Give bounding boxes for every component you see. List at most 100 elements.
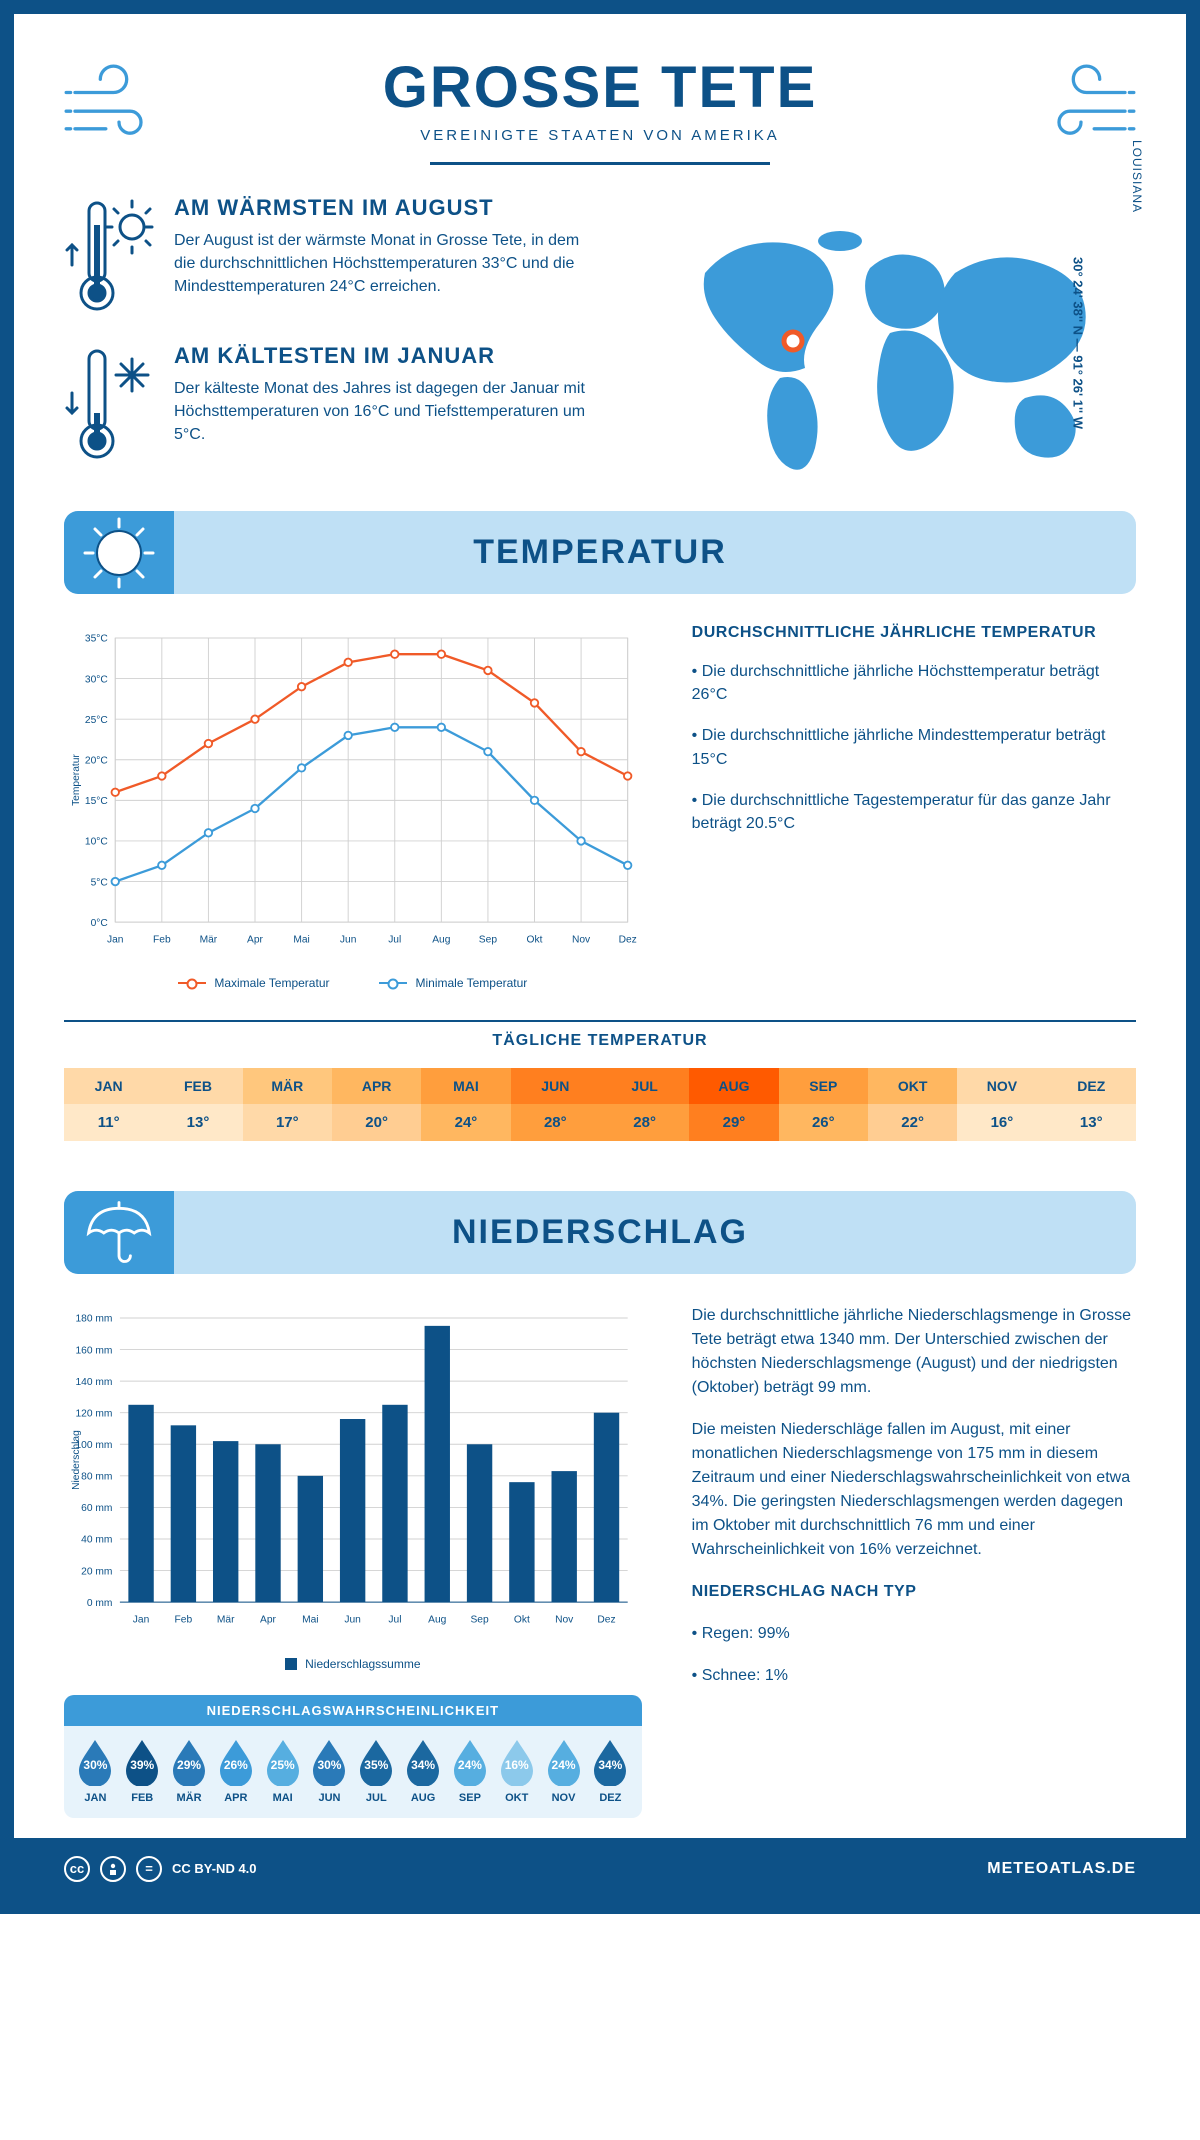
svg-text:10°C: 10°C: [85, 837, 108, 848]
precipitation-chart: 0 mm20 mm40 mm60 mm80 mm100 mm120 mm140 …: [64, 1304, 642, 1639]
svg-text:Sep: Sep: [470, 1615, 489, 1626]
probability-drop: 39%FEB: [121, 1738, 164, 1804]
svg-text:180 mm: 180 mm: [75, 1314, 112, 1325]
probability-drop: 30%JUN: [308, 1738, 351, 1804]
svg-text:Mär: Mär: [200, 935, 218, 946]
coordinates: 30° 24' 38'' N — 91° 26' 1'' W: [1070, 257, 1085, 429]
heat-value: 28°: [600, 1104, 689, 1141]
heat-month: JAN: [64, 1068, 153, 1104]
temperature-legend: .legend-swatch[style*='f05a28']::after{b…: [64, 976, 642, 990]
thermometer-cold-icon: [64, 343, 154, 463]
heat-value: 22°: [868, 1104, 957, 1141]
probability-box: NIEDERSCHLAGSWAHRSCHEINLICHKEIT 30%JAN39…: [64, 1695, 642, 1818]
temperature-banner: TEMPERATUR: [64, 511, 1136, 594]
svg-text:140 mm: 140 mm: [75, 1377, 112, 1388]
svg-text:Nov: Nov: [555, 1615, 574, 1626]
svg-text:Jan: Jan: [107, 935, 124, 946]
site-name: METEOATLAS.DE: [987, 1860, 1136, 1878]
probability-drop: 24%NOV: [542, 1738, 585, 1804]
probability-drop: 30%JAN: [74, 1738, 117, 1804]
svg-text:160 mm: 160 mm: [75, 1346, 112, 1357]
temp-bullet: • Die durchschnittliche Tagestemperatur …: [692, 789, 1136, 835]
svg-text:5°C: 5°C: [91, 877, 108, 888]
precip-type-bullet: • Regen: 99%: [692, 1622, 1136, 1645]
svg-text:120 mm: 120 mm: [75, 1409, 112, 1420]
probability-title: NIEDERSCHLAGSWAHRSCHEINLICHKEIT: [64, 1695, 642, 1726]
heat-month: AUG: [689, 1068, 778, 1104]
temperature-chart: 0°C5°C10°C15°C20°C25°C30°C35°CJanFebMärA…: [64, 624, 642, 959]
svg-text:15°C: 15°C: [85, 796, 108, 807]
daily-temp-months: JANFEBMÄRAPRMAIJUNJULAUGSEPOKTNOVDEZ: [64, 1068, 1136, 1104]
svg-text:25°C: 25°C: [85, 715, 108, 726]
precip-type-bullet: • Schnee: 1%: [692, 1664, 1136, 1687]
svg-text:Feb: Feb: [153, 935, 171, 946]
svg-text:Apr: Apr: [260, 1615, 277, 1626]
header: GROSSE TETE VEREINIGTE STAATEN VON AMERI…: [64, 54, 1136, 165]
svg-text:Jan: Jan: [133, 1615, 150, 1626]
precip-p1: Die durchschnittliche jährliche Niedersc…: [692, 1304, 1136, 1400]
svg-text:Niederschlag: Niederschlag: [71, 1430, 82, 1490]
heat-month: APR: [332, 1068, 421, 1104]
svg-text:Jun: Jun: [344, 1615, 361, 1626]
svg-text:40 mm: 40 mm: [81, 1535, 112, 1546]
svg-text:35°C: 35°C: [85, 634, 108, 645]
svg-text:0 mm: 0 mm: [87, 1598, 113, 1609]
heat-month: NOV: [957, 1068, 1046, 1104]
thermometer-hot-icon: [64, 195, 154, 315]
svg-text:Aug: Aug: [428, 1615, 447, 1626]
probability-drop: 29%MÄR: [168, 1738, 211, 1804]
precipitation-banner: NIEDERSCHLAG: [64, 1191, 1136, 1274]
temperature-title: TEMPERATUR: [64, 533, 1136, 572]
daily-temp-values: 11°13°17°20°24°28°28°29°26°22°16°13°: [64, 1104, 1136, 1141]
heat-value: 16°: [957, 1104, 1046, 1141]
temp-bullet: • Die durchschnittliche jährliche Höchst…: [692, 660, 1136, 706]
cc-icon: cc: [64, 1856, 90, 1882]
probability-drop: 25%MAI: [261, 1738, 304, 1804]
svg-text:Apr: Apr: [247, 935, 264, 946]
heat-value: 20°: [332, 1104, 421, 1141]
svg-text:Dez: Dez: [619, 935, 637, 946]
svg-text:Mai: Mai: [293, 935, 310, 946]
probability-drop: 34%AUG: [402, 1738, 445, 1804]
heat-value: 26°: [779, 1104, 868, 1141]
svg-text:Aug: Aug: [432, 935, 451, 946]
location-marker: [784, 332, 802, 350]
warmest-fact: AM WÄRMSTEN IM AUGUST Der August ist der…: [64, 195, 605, 315]
coldest-fact: AM KÄLTESTEN IM JANUAR Der kälteste Mona…: [64, 343, 605, 463]
page-title: GROSSE TETE: [64, 54, 1136, 121]
heat-value: 11°: [64, 1104, 153, 1141]
by-icon: [100, 1856, 126, 1882]
wind-icon-left: [64, 54, 174, 164]
heat-value: 29°: [689, 1104, 778, 1141]
precipitation-title: NIEDERSCHLAG: [64, 1213, 1136, 1252]
svg-text:Jun: Jun: [340, 935, 357, 946]
page-subtitle: VEREINIGTE STAATEN VON AMERIKA: [64, 127, 1136, 144]
legend-precip: Niederschlagssumme: [305, 1657, 420, 1671]
divider: [64, 1020, 1136, 1022]
svg-text:20 mm: 20 mm: [81, 1567, 112, 1578]
nd-icon: =: [136, 1856, 162, 1882]
legend-max: Maximale Temperatur: [214, 976, 329, 990]
svg-text:Temperatur: Temperatur: [71, 754, 82, 806]
probability-drop: 34%DEZ: [589, 1738, 632, 1804]
world-map: [665, 213, 1115, 473]
svg-text:Okt: Okt: [527, 935, 543, 946]
temp-bullet: • Die durchschnittliche jährliche Mindes…: [692, 724, 1136, 770]
svg-text:60 mm: 60 mm: [81, 1504, 112, 1515]
heat-month: JUN: [511, 1068, 600, 1104]
heat-month: FEB: [153, 1068, 242, 1104]
sun-icon: [79, 513, 159, 593]
umbrella-icon: [81, 1195, 157, 1271]
svg-text:20°C: 20°C: [85, 755, 108, 766]
divider: [430, 162, 770, 165]
svg-text:Mai: Mai: [302, 1615, 318, 1626]
svg-text:Dez: Dez: [597, 1615, 615, 1626]
heat-month: JUL: [600, 1068, 689, 1104]
svg-text:Mär: Mär: [217, 1615, 235, 1626]
heat-month: OKT: [868, 1068, 957, 1104]
coldest-title: AM KÄLTESTEN IM JANUAR: [174, 343, 605, 369]
heat-value: 13°: [1047, 1104, 1136, 1141]
svg-text:30°C: 30°C: [85, 674, 108, 685]
svg-text:Sep: Sep: [479, 935, 498, 946]
precip-p2: Die meisten Niederschläge fallen im Augu…: [692, 1418, 1136, 1562]
